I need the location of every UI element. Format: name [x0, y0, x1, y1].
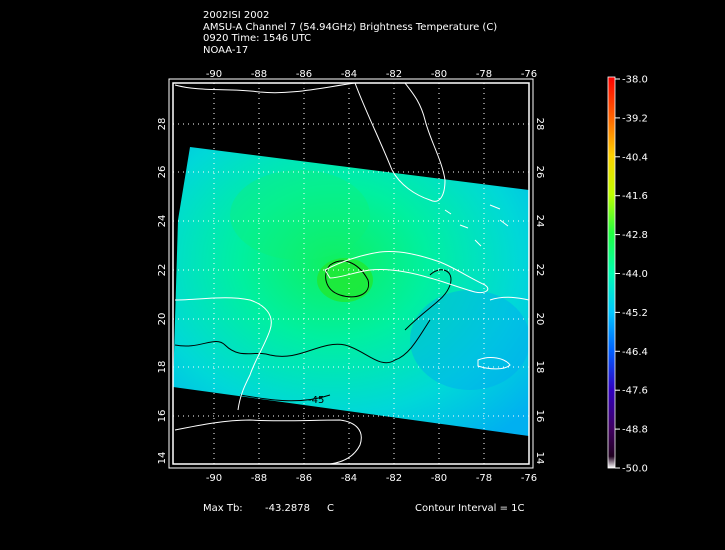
warm-core — [317, 258, 373, 302]
colorbar-tick-label: -50.0 — [622, 464, 648, 475]
lon-tick-label: -78 — [476, 473, 492, 484]
map-area: -45 — [173, 83, 529, 464]
lon-tick-label: -86 — [296, 473, 312, 484]
lon-tick-label: -86 — [296, 69, 312, 80]
lat-tick-label: 18 — [534, 361, 545, 374]
colorbar-tick-label: -41.6 — [622, 191, 648, 202]
colorbar-tick-label: -38.0 — [622, 75, 648, 86]
map-outer-frame — [168, 78, 534, 469]
max-tb-unit: C — [327, 503, 334, 514]
lat-tick-labels-left: 14 16 18 20 22 24 26 28 — [157, 118, 168, 465]
colorbar-tick-label: -46.4 — [622, 347, 648, 358]
header-line-satellite: NOAA-17 — [203, 44, 249, 56]
coastlines — [174, 83, 529, 464]
colorbar-tick-label: -45.2 — [622, 308, 648, 319]
lat-tick-label: 14 — [157, 452, 168, 465]
header-line-time: 0920 Time: 1546 UTC — [203, 33, 312, 44]
blue-region — [410, 290, 529, 390]
lat-tick-label: 28 — [534, 118, 545, 131]
lon-tick-labels-bottom: -90 -88 -86 -84 -82 -80 -78 -76 — [206, 473, 537, 484]
lon-tick-label: -84 — [341, 69, 357, 80]
max-tb-value: -43.2878 — [265, 503, 310, 514]
colorbar-tick-label: -40.4 — [622, 152, 648, 163]
map-frame — [172, 82, 530, 465]
plot-header: 2002ISI 2002 AMSU-A Channel 7 (54.94GHz)… — [203, 10, 497, 56]
lon-tick-label: -88 — [251, 69, 267, 80]
contour-value-label: -45 — [308, 395, 324, 406]
colorbar-ticks: -38.0 -39.2 -40.4 -41.6 -42.8 -44.0 -45.2 -46.4… — [615, 75, 648, 475]
lon-tick-label: -76 — [521, 473, 537, 484]
lon-tick-label: -80 — [431, 69, 447, 80]
green-region — [230, 170, 370, 260]
lat-tick-labels-right: 14 16 18 20 22 24 26 28 — [534, 118, 545, 465]
lat-tick-label: 14 — [534, 452, 545, 465]
lon-tick-label: -90 — [206, 69, 222, 80]
colorbar-tick-label: -47.6 — [622, 386, 648, 397]
lat-tick-label: 20 — [157, 313, 168, 326]
lat-lon-grid — [173, 83, 529, 464]
lat-tick-label: 24 — [534, 215, 545, 228]
lat-tick-label: 20 — [534, 313, 545, 326]
max-tb-label: Max Tb: — [203, 503, 243, 514]
header-line-channel: AMSU-A Channel 7 (54.94GHz) Brightness T… — [203, 21, 498, 33]
contour-interval: Contour Interval = 1C — [415, 503, 525, 514]
lon-tick-label: -80 — [431, 473, 447, 484]
lat-tick-label: 24 — [157, 215, 168, 228]
lat-tick-label: 22 — [157, 264, 168, 277]
lat-tick-label: 28 — [157, 118, 168, 131]
header-line-storm: 2002ISI 2002 — [203, 10, 270, 21]
lon-tick-label: -76 — [521, 69, 537, 80]
colorbar-tick-label: -42.8 — [622, 230, 648, 241]
lat-tick-label: 26 — [534, 166, 545, 179]
lat-tick-label: 22 — [534, 264, 545, 277]
lon-tick-label: -78 — [476, 69, 492, 80]
lat-tick-label: 26 — [157, 166, 168, 179]
lon-tick-labels-top: -90 -88 -86 -84 -82 -80 -78 -76 — [206, 69, 537, 80]
colorbar-tick-label: -44.0 — [622, 269, 648, 280]
lon-tick-label: -90 — [206, 473, 222, 484]
lon-tick-label: -88 — [251, 473, 267, 484]
colorbar-tick-label: -39.2 — [622, 113, 648, 124]
contour-lines — [174, 260, 452, 402]
lon-tick-label: -84 — [341, 473, 357, 484]
lat-tick-label: 16 — [157, 410, 168, 423]
colorbar-tick-label: -48.8 — [622, 425, 648, 436]
lon-tick-label: -82 — [386, 473, 402, 484]
colorbar — [607, 76, 616, 469]
lat-tick-label: 16 — [534, 410, 545, 423]
lat-tick-label: 18 — [157, 361, 168, 374]
lon-tick-label: -82 — [386, 69, 402, 80]
